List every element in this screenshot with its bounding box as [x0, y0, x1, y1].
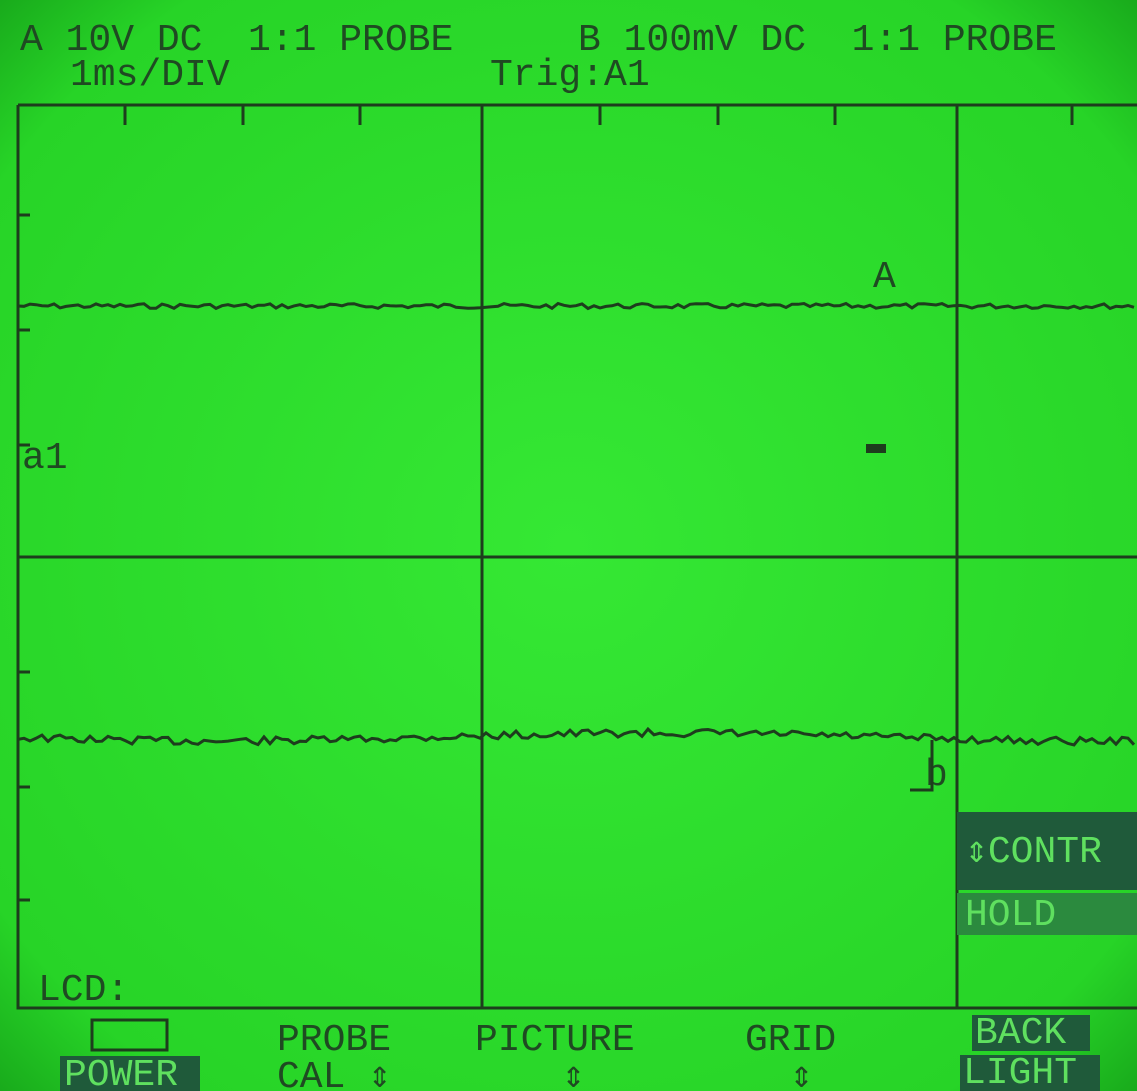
softkey-label[interactable]: BACK: [975, 1012, 1066, 1055]
status: LCD:: [38, 969, 129, 1012]
trace-a-marker: A: [873, 256, 896, 299]
side-menu-item[interactable]: ⇕CONTR: [965, 831, 1102, 874]
trigger-point: [866, 444, 886, 453]
softkey-sub[interactable]: CAL ⇕: [277, 1056, 391, 1091]
scope-screen: A 10V DC 1:1 PROBE B 100mV DC 1:1 PROBE …: [0, 0, 1137, 1091]
timebase: 1ms/DIV: [70, 54, 230, 97]
softkey-sub[interactable]: LIGHT: [963, 1052, 1077, 1091]
trigger-level-marker: a1: [22, 437, 68, 480]
softkey-sub[interactable]: ⇕: [790, 1056, 813, 1091]
softkey-label[interactable]: POWER: [64, 1054, 178, 1091]
channel-b-info: B 100mV DC 1:1 PROBE: [578, 19, 1057, 62]
side-menu-item[interactable]: HOLD: [965, 894, 1056, 937]
softkey-sub[interactable]: ⇕: [562, 1056, 585, 1091]
trigger: Trig:A1: [490, 54, 650, 97]
softkey-label[interactable]: PICTURE: [475, 1019, 635, 1062]
